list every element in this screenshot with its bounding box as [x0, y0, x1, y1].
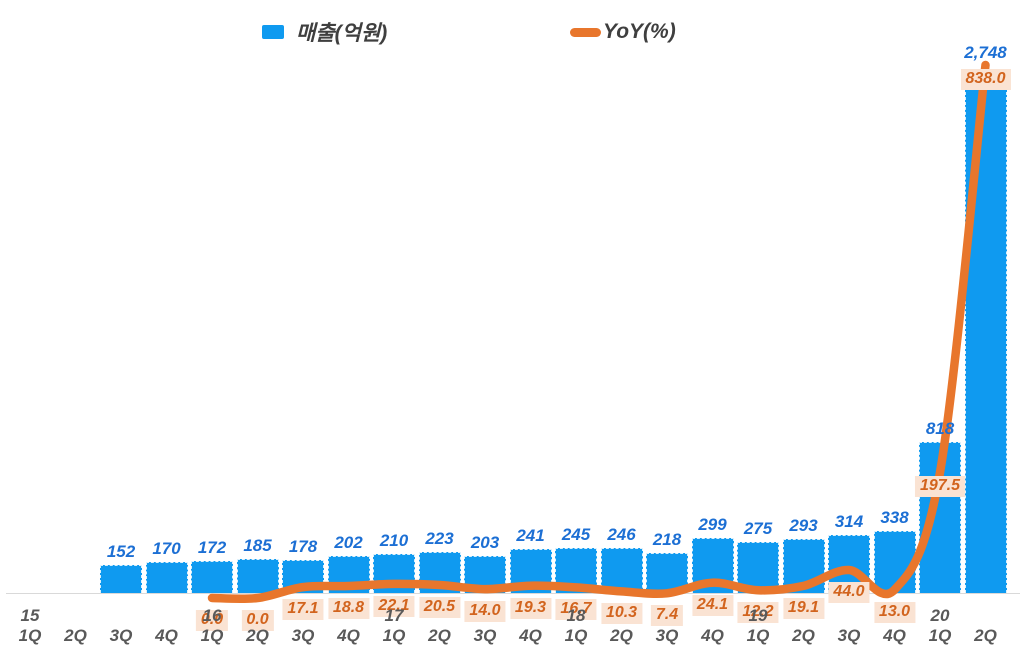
quarter-tick-label: 1Q — [382, 626, 406, 645]
yoy-point-label: 19.1 — [782, 597, 825, 619]
year-tick-label: 16 — [202, 606, 222, 625]
quarter-tick-label: 1Q — [928, 626, 952, 645]
revenue-bar — [327, 555, 370, 593]
quarter-tick-label: 4Q — [337, 626, 360, 645]
quarter-tick-label: 1Q — [200, 626, 224, 645]
yoy-point-label: 7.4 — [650, 605, 684, 627]
yoy-point-label: 16.7 — [555, 599, 597, 621]
legend-yoy-label: YoY(%) — [603, 20, 676, 43]
yoy-point-label: 24.1 — [691, 594, 734, 616]
revenue-bar — [555, 547, 597, 593]
year-tick-label: 18 — [566, 606, 586, 625]
quarter-tick-label: 2Q — [246, 626, 269, 645]
revenue-bar — [373, 554, 415, 593]
yoy-point-label: 19.3 — [509, 597, 552, 619]
quarter-tick-label: 4Q — [519, 626, 542, 645]
revenue-bar — [646, 552, 688, 593]
quarter-tick-label: 4Q — [701, 626, 724, 645]
revenue-bar — [418, 551, 461, 593]
quarter-tick-label: 4Q — [883, 626, 906, 645]
year-tick-label: 17 — [384, 606, 404, 625]
revenue-bar — [873, 530, 916, 593]
year-tick-label: 20 — [930, 606, 950, 625]
legend-item-yoy: YoY(%) — [570, 18, 676, 46]
quarter-tick-label: 4Q — [155, 626, 178, 645]
quarter-tick-label: 2Q — [792, 626, 815, 645]
revenue-value-label: 170 — [152, 538, 181, 558]
revenue-bar — [600, 547, 643, 593]
revenue-value-label: 152 — [106, 542, 136, 561]
legend-item-revenue: 매출(억원) — [262, 18, 387, 46]
yoy-point-label: 18.8 — [327, 598, 370, 619]
quarter-tick-label: 2Q — [974, 626, 997, 645]
yoy-point-label: 0.0 — [195, 610, 229, 631]
revenue-legend-swatch-icon — [262, 25, 284, 39]
yoy-point-label: 10.3 — [600, 603, 643, 625]
year-tick-label: 15 — [20, 606, 40, 625]
revenue-value-label: 338 — [880, 507, 909, 527]
revenue-bar — [191, 561, 233, 593]
yoy-point-label: 838.0 — [960, 69, 1011, 90]
quarter-tick-label: 1Q — [746, 626, 770, 645]
revenue-bar — [509, 548, 552, 593]
quarter-tick-label: 3Q — [655, 626, 679, 645]
revenue-bar — [145, 561, 188, 593]
yoy-point-label: 20.5 — [418, 597, 461, 618]
yoy-legend-swatch-icon — [570, 27, 601, 37]
legend-revenue-label: 매출(억원) — [296, 22, 388, 45]
quarter-tick-label: 1Q — [18, 626, 42, 645]
revenue-bar — [282, 560, 324, 593]
yoy-point-label: 197.5 — [914, 476, 966, 498]
quarter-tick-label: 3Q — [109, 626, 133, 645]
quarter-tick-label: 3Q — [473, 626, 497, 645]
revenue-bar — [964, 87, 1007, 593]
revenue-bar — [464, 555, 506, 593]
quarter-tick-label: 2Q — [610, 626, 633, 645]
yoy-point-label: 17.1 — [282, 599, 324, 621]
revenue-value-label: 818 — [925, 419, 955, 439]
quarter-tick-label: 3Q — [837, 626, 861, 645]
yoy-point-label: 13.0 — [873, 601, 916, 623]
quarter-tick-label: 2Q — [428, 626, 451, 645]
quarter-tick-label: 3Q — [291, 626, 315, 645]
quarter-tick-label: 2Q — [64, 626, 87, 645]
yoy-point-label: 44.0 — [828, 582, 870, 603]
revenue-value-label: 2,748 — [964, 43, 1007, 62]
revenue-bar — [236, 558, 279, 593]
quarter-tick-label: 1Q — [564, 626, 588, 645]
yoy-point-label: 14.0 — [464, 601, 506, 623]
year-tick-label: 19 — [748, 606, 768, 625]
revenue-bar — [782, 539, 825, 593]
yoy-point-label: 12.2 — [737, 602, 779, 624]
revenue-bar — [737, 542, 779, 593]
revenue-bar — [100, 565, 142, 593]
yoy-point-label: 0.0 — [241, 610, 274, 631]
